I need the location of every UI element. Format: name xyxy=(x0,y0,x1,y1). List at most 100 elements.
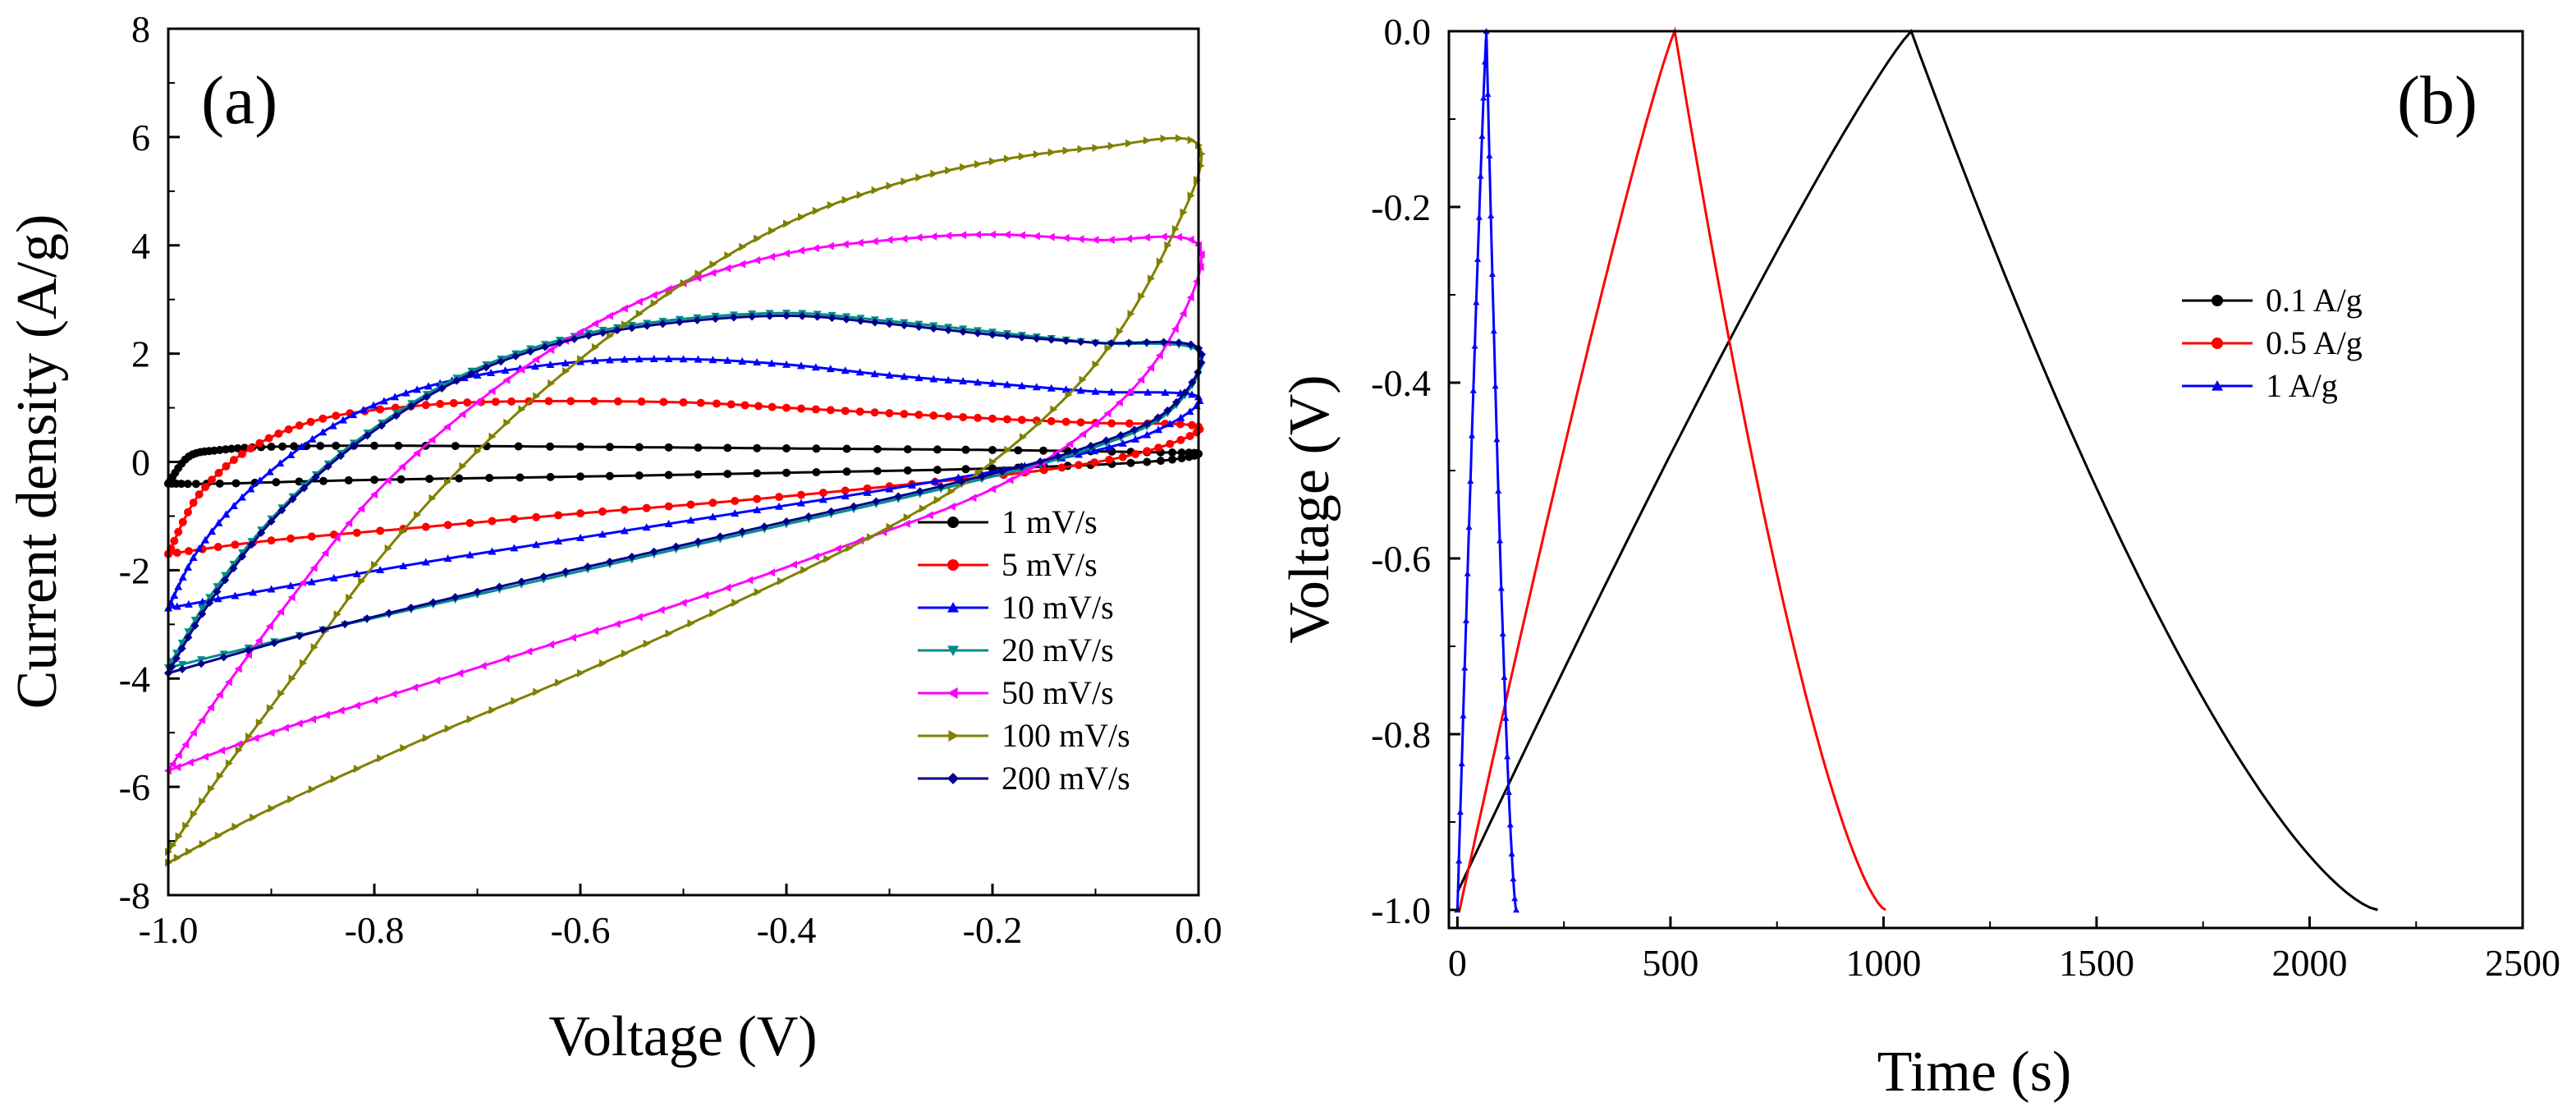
panel-a-point xyxy=(583,563,592,572)
panel-a-point xyxy=(358,576,366,586)
panel-a-point xyxy=(264,434,273,443)
panel-a-point xyxy=(307,532,316,541)
panel-b-y-tick-label: -0.8 xyxy=(1371,714,1431,756)
panel-a-point xyxy=(914,233,923,242)
panel-a-point xyxy=(172,650,181,658)
panel-b-legend-item-0-1-a-g: 0.1 A/g xyxy=(2182,282,2363,319)
panel-a-point xyxy=(1143,447,1152,456)
panel-a-point xyxy=(288,674,296,683)
panel-a-point xyxy=(190,621,199,630)
panel-a-point xyxy=(643,321,652,330)
panel-b-point xyxy=(1462,617,1469,623)
panel-a-legend-item-10-mv-s: 10 mV/s xyxy=(918,589,1114,626)
panel-a-y-tick-label: 2 xyxy=(131,333,150,375)
panel-a-point xyxy=(1092,360,1100,369)
panel-a-point xyxy=(1036,457,1045,466)
panel-a-point xyxy=(1156,457,1165,466)
panel-a-point xyxy=(178,660,187,668)
panel-a-point xyxy=(1004,445,1012,454)
panel-a-point xyxy=(873,466,882,475)
panel-a-point xyxy=(812,206,820,215)
panel-a-point xyxy=(377,421,386,430)
panel-a-point xyxy=(191,480,200,489)
panel-a-point xyxy=(384,609,393,618)
panel-b-point xyxy=(1480,94,1487,101)
panel-b-series-group xyxy=(1454,26,2378,913)
panel-a-point xyxy=(181,740,190,749)
panel-b-label: (b) xyxy=(2397,62,2477,139)
panel-a-point xyxy=(257,528,266,537)
panel-a-point xyxy=(514,442,523,451)
panel-a-point xyxy=(1057,463,1066,472)
panel-b-legend-marker xyxy=(2212,295,2223,306)
panel-a-point xyxy=(842,315,851,324)
panel-a-point xyxy=(517,577,526,586)
panel-a-point xyxy=(826,365,835,373)
panel-b-point xyxy=(1486,152,1493,158)
panel-a-point xyxy=(295,632,304,641)
panel-a-point xyxy=(989,157,997,166)
panel-a-point xyxy=(421,558,430,566)
panel-a-series-50-mv-s xyxy=(164,230,1205,775)
panel-a-point xyxy=(929,411,938,420)
panel-a-point xyxy=(222,462,231,471)
panel-a-point xyxy=(205,594,214,602)
panel-a-point xyxy=(341,619,350,628)
panel-b-x-tick-label: 1000 xyxy=(1845,942,1921,984)
panel-a-point xyxy=(473,371,482,379)
panel-a-point xyxy=(740,401,749,410)
panel-a-point xyxy=(207,784,215,793)
panel-a-point xyxy=(709,260,717,269)
panel-a-point xyxy=(723,583,731,592)
panel-a-point xyxy=(442,422,451,431)
panel-a-legend-marker xyxy=(948,730,959,742)
panel-a-point xyxy=(813,312,822,321)
panel-a-point xyxy=(255,439,264,448)
panel-a-point xyxy=(872,497,881,506)
panel-a-point xyxy=(1198,149,1206,158)
panel-a-point xyxy=(502,654,510,663)
panel-a-point xyxy=(1047,335,1056,344)
panel-a-point xyxy=(1092,144,1100,153)
panel-b-point xyxy=(1497,537,1504,544)
panel-a-point xyxy=(544,397,553,406)
panel-a-point xyxy=(286,450,296,458)
panel-a-point xyxy=(723,470,732,479)
panel-a-point xyxy=(1047,232,1055,241)
panel-a-point xyxy=(491,397,500,407)
panel-a-point xyxy=(957,477,966,486)
panel-a-point xyxy=(576,357,584,365)
panel-b-point xyxy=(1458,760,1465,767)
panel-a-point xyxy=(723,264,731,273)
panel-a-point xyxy=(901,177,909,186)
panel-a-point xyxy=(510,515,519,524)
panel-a-point xyxy=(863,484,872,493)
panel-a-point xyxy=(708,498,717,508)
panel-b-point xyxy=(1499,630,1506,637)
panel-a-point xyxy=(309,563,318,572)
panel-a-y-tick-label: 8 xyxy=(131,8,150,50)
panel-a-point xyxy=(694,537,703,546)
panel-b-point xyxy=(1493,436,1501,443)
panel-a-point xyxy=(612,326,621,335)
panel-a-point xyxy=(488,517,497,526)
panel-b-point xyxy=(1477,172,1484,179)
panel-a-point xyxy=(1180,388,1189,397)
panel-a-point xyxy=(424,382,433,390)
panel-a-point xyxy=(428,435,436,444)
panel-a-point xyxy=(198,609,207,618)
panel-a-point xyxy=(245,732,253,741)
panel-a-point xyxy=(170,536,179,545)
panel-a-point xyxy=(1061,336,1070,345)
panel-a-point xyxy=(1187,420,1196,429)
panel-a-point xyxy=(598,530,607,538)
panel-b-series-0-5-a-g xyxy=(1458,26,1886,912)
panel-a-x-tick-label: -0.6 xyxy=(551,909,611,951)
panel-b-x-tick-label: 500 xyxy=(1642,942,1698,984)
panel-b-legend-item-1-a-g: 1 A/g xyxy=(2182,367,2338,404)
panel-b-point xyxy=(1474,255,1482,263)
panel-a-point xyxy=(183,480,192,489)
panel-a-point xyxy=(213,587,222,596)
panel-a-point xyxy=(414,511,422,520)
panel-a-point xyxy=(1061,385,1070,393)
